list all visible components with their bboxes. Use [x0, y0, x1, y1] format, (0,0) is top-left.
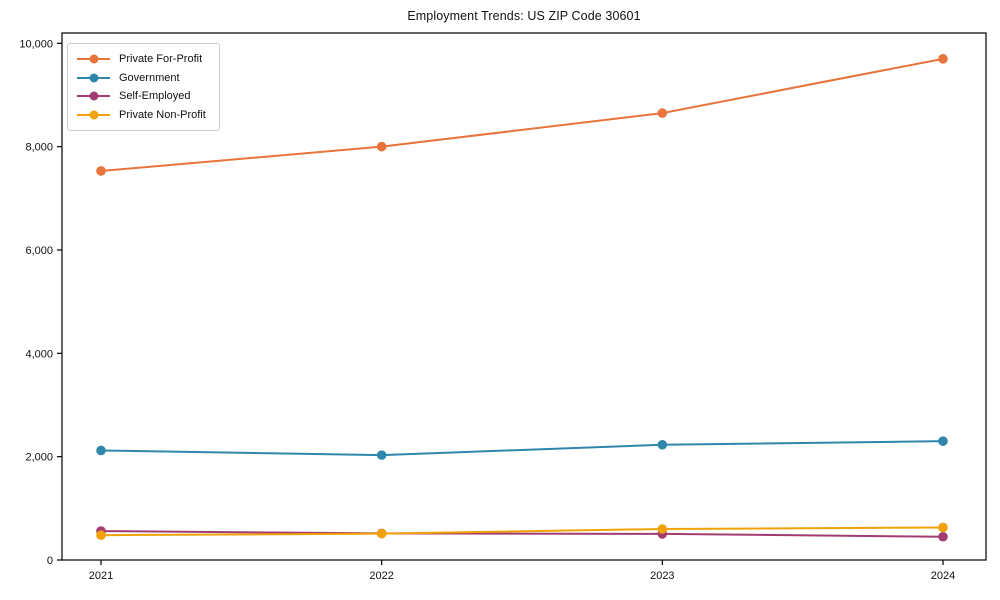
legend-item: Private For-Profit: [77, 50, 206, 69]
legend-item-label: Private Non-Profit: [119, 108, 206, 121]
y-axis-tick-label: 10,000: [19, 38, 53, 50]
legend-item-label: Government: [119, 71, 180, 84]
chart-title: Employment Trends: US ZIP Code 30601: [407, 9, 641, 23]
legend-item: Government: [77, 69, 206, 88]
legend-item-label: Private For-Profit: [119, 53, 203, 66]
data-point-marker: [938, 54, 948, 64]
data-point-marker: [938, 531, 948, 542]
data-point-marker: [96, 530, 106, 540]
data-point-marker: [376, 141, 387, 152]
x-axis-tick-label: 2023: [650, 570, 674, 582]
legend-marker-icon: [77, 73, 110, 83]
data-point-marker: [96, 166, 106, 176]
y-axis-tick-label: 8,000: [25, 142, 53, 154]
legend-marker-icon: [77, 110, 110, 120]
legend-dot-icon: [89, 91, 98, 101]
y-axis-tick-label: 4,000: [25, 348, 53, 360]
data-point-marker: [96, 445, 106, 456]
series-line: [100, 440, 944, 457]
y-axis-tick-label: 2,000: [25, 452, 53, 464]
data-point-marker: [938, 522, 948, 533]
legend-dot-icon: [89, 54, 98, 64]
series-line: [100, 530, 944, 538]
data-point-marker: [376, 528, 387, 539]
legend-marker-icon: [77, 54, 110, 64]
x-axis-tick-label: 2024: [931, 570, 955, 582]
series-line: [100, 57, 944, 172]
legend-item: Self-Employed: [77, 87, 206, 106]
x-axis-tick-label: 2021: [89, 570, 113, 582]
legend-dot-icon: [89, 73, 98, 83]
x-axis-tick-label: 2022: [369, 570, 393, 582]
data-point-marker: [376, 450, 387, 460]
legend-item-label: Self-Employed: [119, 90, 191, 103]
plot-border: [61, 32, 987, 561]
data-point-marker: [938, 436, 948, 446]
series-line: [100, 526, 944, 537]
data-point-marker: [657, 439, 668, 450]
legend-item: Private Non-Profit: [77, 106, 206, 125]
legend-marker-icon: [77, 91, 110, 101]
data-point-marker: [657, 108, 668, 118]
y-axis-tick-label: 6,000: [25, 245, 53, 257]
y-axis-tick-label: 0: [47, 555, 53, 567]
data-point-marker: [657, 524, 668, 534]
legend-dot-icon: [89, 110, 98, 120]
legend: Private For-Profit Government Self-Employe…: [67, 43, 220, 131]
